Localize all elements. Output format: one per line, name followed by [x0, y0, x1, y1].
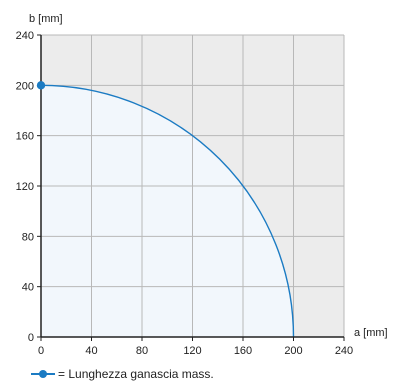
x-tick-label: 160 — [234, 345, 252, 357]
x-tick-label: 120 — [183, 345, 201, 357]
y-tick-label: 40 — [22, 282, 34, 294]
max-length-marker — [36, 81, 46, 90]
y-tick-label: 80 — [22, 231, 34, 243]
y-tick-label: 200 — [16, 80, 34, 92]
legend: = Lunghezza ganascia mass. — [31, 367, 214, 381]
legend-dot-icon — [39, 370, 47, 378]
x-axis-label: a [mm] — [354, 327, 388, 339]
x-tick-label: 40 — [85, 345, 97, 357]
y-axis-label: b [mm] — [29, 13, 63, 25]
y-tick-label: 0 — [28, 332, 34, 344]
x-tick-label: 240 — [335, 345, 353, 357]
legend-label: = Lunghezza ganascia mass. — [58, 367, 214, 381]
y-tick-label: 240 — [16, 30, 34, 42]
plot-inside-fill — [41, 85, 294, 337]
x-tick-label: 200 — [284, 345, 302, 357]
y-tick-label: 120 — [16, 181, 34, 193]
x-tick-label: 80 — [136, 345, 148, 357]
y-tick-label: 160 — [16, 131, 34, 143]
tick-labels: 0 40 80 120 160 200 240 0 40 80 120 160 200 240 — [16, 30, 354, 357]
x-tick-label: 0 — [38, 345, 44, 357]
series-curve — [40, 84, 295, 338]
